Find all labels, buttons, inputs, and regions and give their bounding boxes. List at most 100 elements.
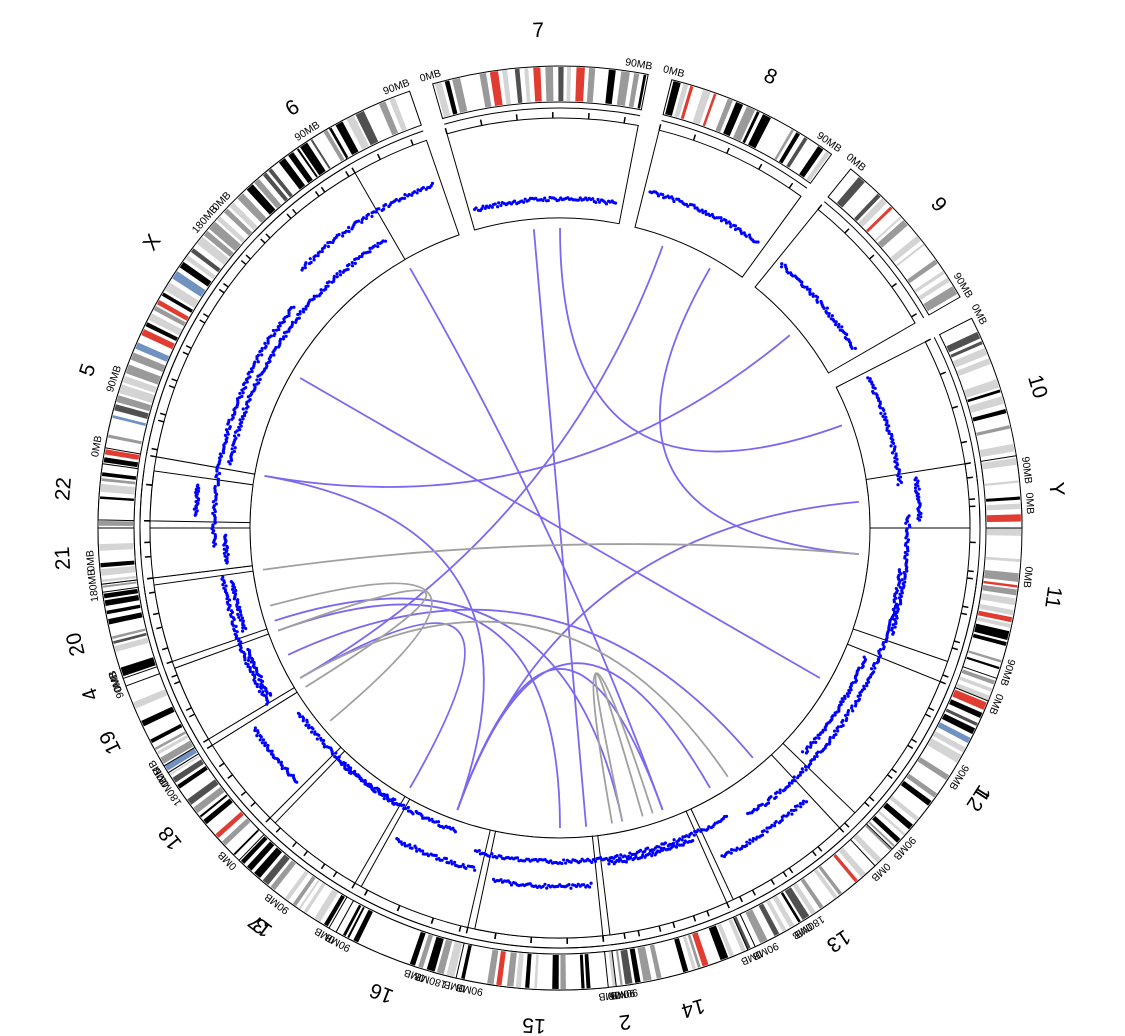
copy-number-point: [260, 353, 264, 357]
cytoband: [983, 580, 1018, 588]
copy-number-point: [256, 353, 260, 357]
tick-mark: [292, 208, 298, 215]
copy-number-point: [263, 741, 268, 745]
copy-number-point: [887, 431, 891, 435]
copy-number-point: [784, 814, 788, 818]
copy-number-point: [252, 660, 256, 665]
copy-number-point: [335, 275, 339, 279]
cytoband: [444, 80, 458, 115]
copy-number-point: [473, 868, 477, 872]
copy-number-point: [238, 418, 242, 422]
copy-number-point: [415, 849, 419, 853]
cytoband: [479, 72, 492, 108]
copy-number-point: [900, 591, 904, 595]
copy-number-point: [235, 630, 239, 634]
cytoband: [854, 193, 881, 222]
copy-number-point: [337, 755, 341, 759]
sv-link: [274, 597, 624, 822]
track-box-chr22: [149, 470, 254, 524]
copy-number-point: [246, 658, 251, 662]
cytoband: [969, 396, 1004, 413]
copy-number-point: [666, 844, 670, 848]
copy-number-point: [260, 741, 265, 745]
cytoband: [952, 689, 987, 710]
structural-variant-links: [262, 227, 859, 829]
copy-number-point: [833, 323, 838, 327]
tick-mark: [658, 925, 662, 932]
cytoband: [141, 706, 175, 727]
tick-mark: [602, 935, 605, 942]
tick-mark: [782, 871, 788, 878]
copy-number-point: [257, 689, 262, 694]
copy-number-point: [719, 216, 723, 220]
cytoband: [774, 129, 794, 160]
copy-number-point: [763, 803, 768, 808]
cytoband: [953, 348, 988, 368]
copy-number-point: [244, 385, 248, 390]
cytoband: [199, 794, 228, 818]
cytoband: [125, 364, 161, 385]
copy-number-point: [229, 613, 233, 617]
copy-number-point: [840, 697, 844, 701]
tick-mark: [199, 319, 206, 324]
cytoband: [715, 98, 733, 133]
tick-mark: [150, 455, 157, 458]
copy-number-point: [778, 791, 782, 795]
copy-number-point: [481, 204, 485, 208]
copy-number-point: [891, 623, 895, 627]
copy-number-point: [814, 740, 818, 744]
chromosome-label: 11: [1040, 585, 1066, 610]
copy-number-point: [407, 192, 411, 197]
copy-number-point: [653, 853, 657, 857]
cytoband: [496, 950, 506, 986]
copy-number-point: [223, 433, 228, 437]
cytoband: [964, 379, 1000, 398]
copy-number-point: [361, 216, 366, 220]
tick-label: 0MB: [844, 151, 868, 174]
copy-number-point: [256, 729, 260, 733]
tick-mark: [286, 213, 292, 220]
copy-number-point: [386, 797, 390, 801]
cytoband: [985, 556, 1020, 562]
tick-mark: [844, 228, 850, 234]
sv-link: [659, 267, 859, 556]
copy-number-point: [803, 765, 808, 769]
copy-number-point: [719, 219, 724, 223]
cytoband: [130, 352, 166, 373]
tick-mark: [706, 910, 710, 917]
copy-number-point: [269, 334, 273, 338]
copy-number-point: [227, 418, 231, 422]
copy-number-point: [811, 294, 815, 298]
cytoband: [209, 221, 241, 251]
copy-number-point: [241, 407, 245, 411]
cytoband: [223, 208, 253, 236]
cytoband: [153, 306, 186, 327]
copy-number-point: [260, 346, 264, 351]
tick-mark: [152, 612, 160, 616]
cytoband: [889, 796, 919, 821]
cytoband: [112, 415, 147, 426]
copy-number-point: [743, 844, 747, 849]
copy-number-point: [817, 736, 821, 740]
copy-number-point: [461, 863, 465, 867]
copy-number-point: [462, 865, 466, 869]
tick-mark: [817, 204, 823, 210]
copy-number-point: [234, 436, 238, 440]
copy-number-point: [908, 525, 912, 529]
copy-number-point: [374, 210, 378, 214]
copy-number-point: [332, 279, 336, 283]
cytoband: [728, 918, 746, 952]
copy-number-point: [338, 273, 343, 277]
copy-number-point: [341, 234, 345, 238]
copy-number-point: [382, 797, 386, 801]
copy-number-point: [748, 841, 752, 845]
copy-number-point: [541, 198, 545, 203]
copy-number-point: [292, 305, 296, 309]
tick-mark: [203, 313, 209, 318]
copy-number-point: [793, 804, 798, 809]
copy-number-point: [493, 202, 497, 206]
copy-number-point: [801, 799, 806, 803]
cytoband: [866, 206, 893, 233]
tick-mark: [292, 841, 298, 848]
cytoband: [937, 722, 971, 744]
